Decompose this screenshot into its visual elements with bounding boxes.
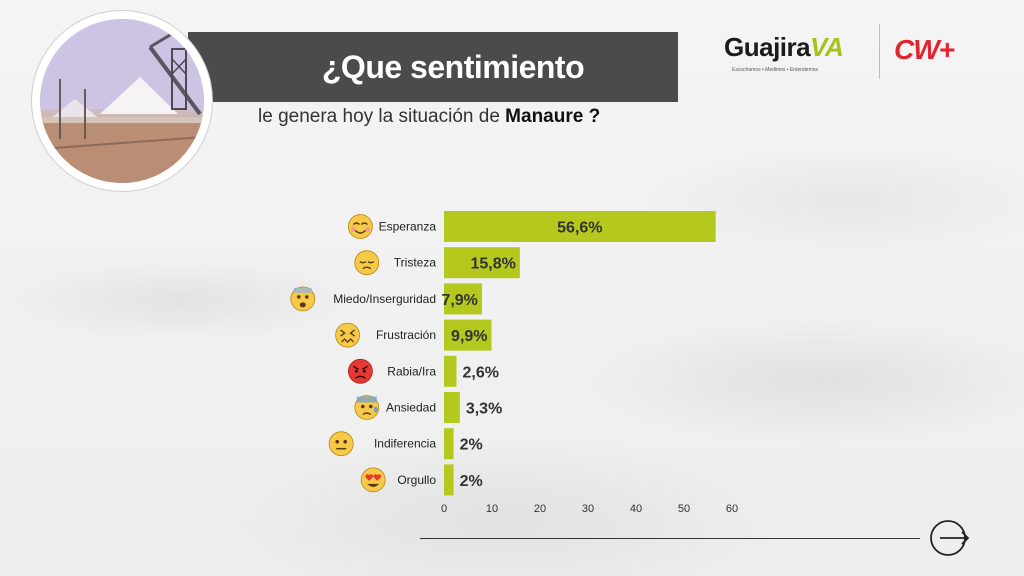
bar-3 <box>444 319 492 351</box>
data-label-7: 2% <box>460 473 483 490</box>
x-tick-label-4: 40 <box>630 503 642 515</box>
angry-emoji-icon <box>347 358 373 384</box>
guajira-logo-tagline: Escuchamos • Medimos • Entendemos <box>732 67 819 73</box>
x-tick-label-1: 10 <box>486 503 498 515</box>
sad-emoji-icon <box>354 250 380 276</box>
category-label-3: Frustración <box>376 328 436 342</box>
x-tick-label-2: 20 <box>534 503 546 515</box>
fearful-emoji-icon <box>290 286 316 312</box>
heart-eyes-emoji-icon <box>360 467 386 493</box>
neutral-emoji-icon <box>328 431 354 457</box>
category-label-6: Indiferencia <box>374 437 436 451</box>
guajira-va-logo: GuajiraVA <box>724 32 844 63</box>
bar-2 <box>444 283 482 315</box>
category-label-2: Miedo/Inserguridad <box>333 292 436 306</box>
data-label-6: 2% <box>460 437 483 454</box>
page-title: ¿Que sentimiento <box>321 48 585 85</box>
next-arrow-button[interactable] <box>930 518 970 558</box>
title-banner: ¿Que sentimiento <box>188 32 678 102</box>
frustrated-emoji-icon <box>335 322 361 348</box>
bar-4 <box>444 355 457 387</box>
x-tick-label-6: 60 <box>726 503 738 515</box>
anxious-emoji-icon <box>354 395 380 420</box>
data-label-3: 9,9% <box>451 328 487 345</box>
category-label-1: Tristeza <box>394 256 437 270</box>
bar-5 <box>444 392 460 423</box>
bar-7 <box>444 464 454 496</box>
category-label-7: Orgullo <box>397 473 436 487</box>
x-tick-label-3: 30 <box>582 503 594 515</box>
logo-divider <box>879 24 880 79</box>
arrow-right-circle-icon <box>930 520 970 556</box>
data-label-4: 2,6% <box>462 364 498 381</box>
smiling-emoji-icon <box>347 214 373 239</box>
subtitle-prefix: le genera hoy la situación de <box>258 106 506 127</box>
data-label-1: 15,8% <box>470 256 515 273</box>
guajira-logo-va: VA <box>810 32 844 62</box>
bottom-divider-line <box>420 538 920 539</box>
guajira-logo-text: Guajira <box>724 32 811 62</box>
category-label-4: Rabia/Ira <box>387 364 436 378</box>
data-label-2: 7,9% <box>441 292 477 309</box>
category-label-5: Ansiedad <box>386 401 436 415</box>
bar-6 <box>444 428 454 460</box>
subtitle-bold: Manaure ? <box>505 106 601 127</box>
bar-0 <box>444 211 716 242</box>
bar-1 <box>444 247 520 279</box>
manaure-photo <box>32 11 212 191</box>
x-tick-label-5: 50 <box>678 503 690 515</box>
page-subtitle: le genera hoy la situación de Manaure ? <box>258 106 600 128</box>
data-label-5: 3,3% <box>466 401 502 418</box>
data-label-0: 56,6% <box>557 220 602 237</box>
category-label-0: Esperanza <box>379 220 437 234</box>
x-tick-label-0: 0 <box>441 503 447 515</box>
cw-plus-logo: CW+ <box>894 34 955 65</box>
